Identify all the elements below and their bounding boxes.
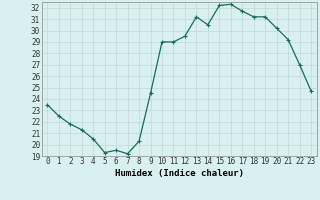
X-axis label: Humidex (Indice chaleur): Humidex (Indice chaleur) [115,169,244,178]
